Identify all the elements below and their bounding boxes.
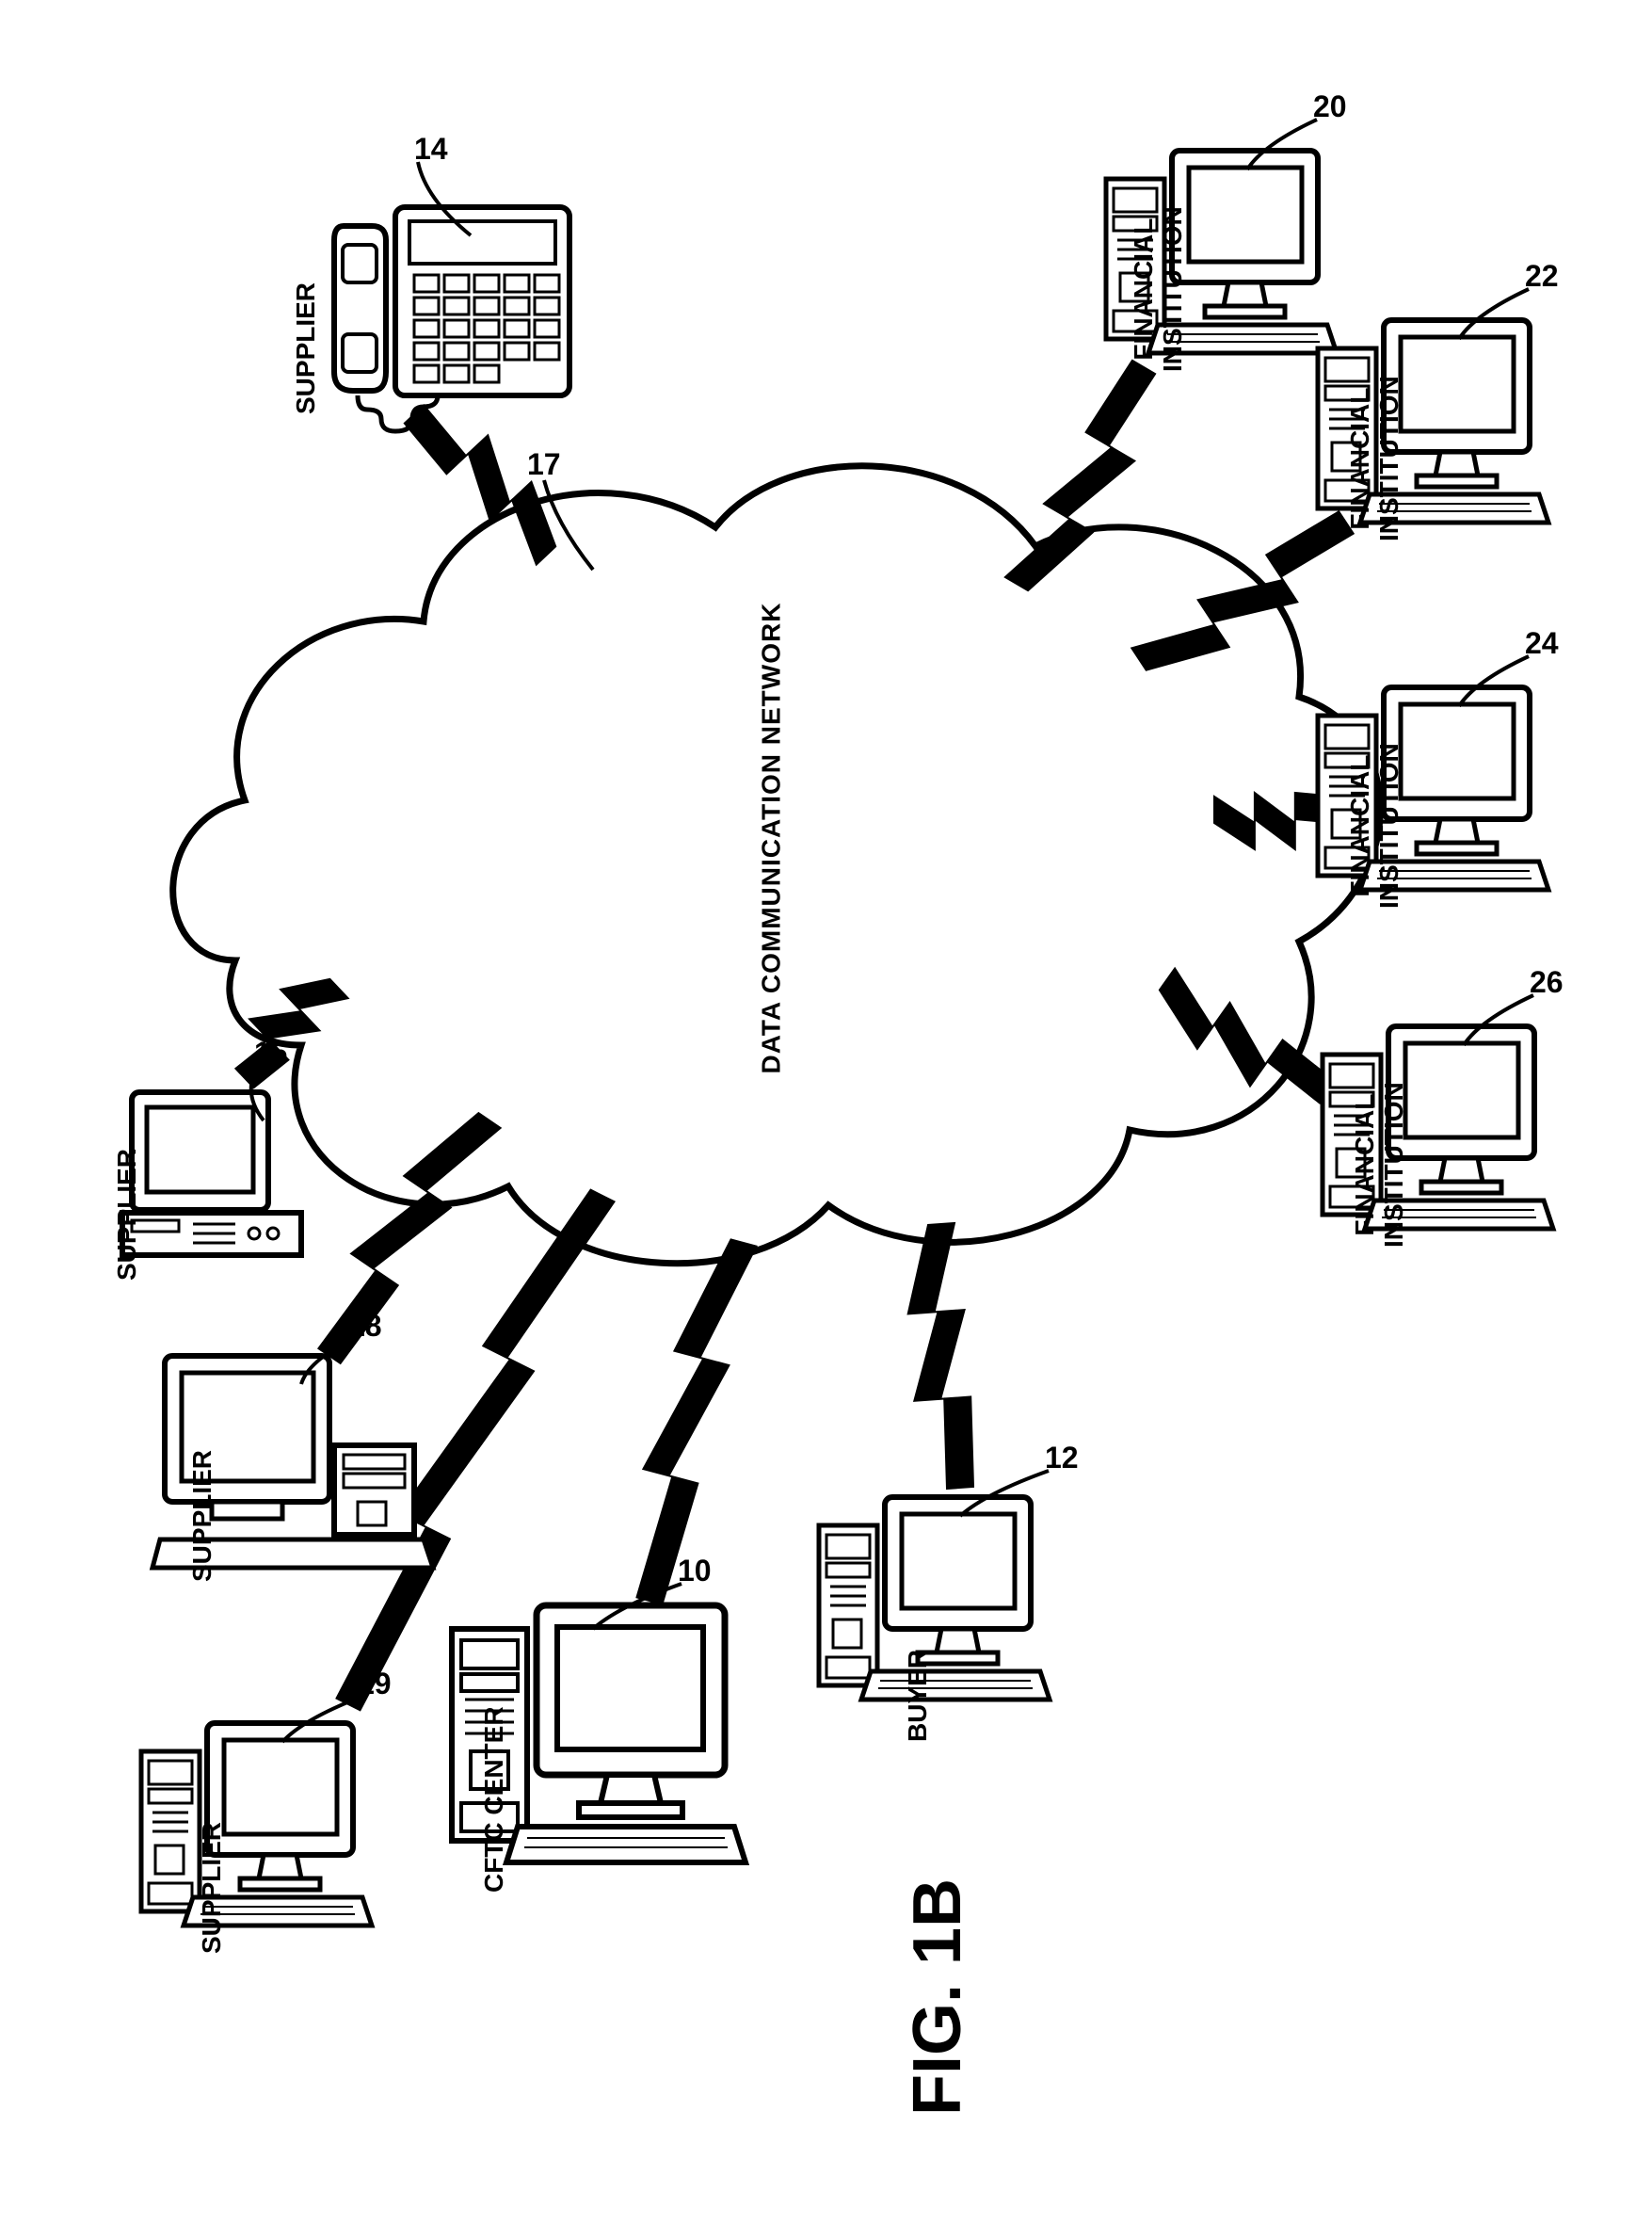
node-ref-supplier-16: 16 xyxy=(254,1036,288,1071)
node-label-supplier-16: SUPPLIER xyxy=(113,1149,142,1281)
node-ref-fi-26: 26 xyxy=(1530,965,1564,1000)
node-ref-supplier-14: 14 xyxy=(414,132,448,167)
figure-label: FIG. 1B xyxy=(899,1878,976,2116)
node-icon-buyer-12 xyxy=(819,1497,1050,1700)
node-label-supplier-19: SUPPLIER xyxy=(198,1822,227,1954)
node-ref-fi-22: 22 xyxy=(1525,259,1559,294)
node-ref-supplier-18: 18 xyxy=(348,1309,382,1344)
node-ref-supplier-19: 19 xyxy=(358,1667,392,1701)
node-ref-fi-24: 24 xyxy=(1525,626,1559,661)
node-icon-supplier-16 xyxy=(122,1092,301,1255)
node-label-cftc-10: CFTC CENTER xyxy=(480,1706,509,1893)
cloud-ref: 17 xyxy=(527,447,561,482)
node-label-buyer-12: BUYER xyxy=(904,1650,933,1742)
node-ref-buyer-12: 12 xyxy=(1045,1441,1079,1475)
connector-cftc-10 xyxy=(637,1239,757,1604)
node-icon-supplier-14 xyxy=(334,207,569,431)
node-label-supplier-18: SUPPLIER xyxy=(188,1450,217,1582)
node-ref-cftc-10: 10 xyxy=(678,1554,712,1588)
node-ref-fi-20: 20 xyxy=(1313,89,1347,124)
node-label-supplier-14: SUPPLIER xyxy=(292,282,321,414)
connector-buyer-12 xyxy=(908,1223,973,1489)
node-label-fi-20: FINANCIAL INSTITUTION xyxy=(1130,206,1188,372)
cloud-label: DATA COMMUNICATION NETWORK xyxy=(758,603,787,1074)
node-label-fi-24: FINANCIAL INSTITUTION xyxy=(1346,743,1404,909)
node-icon-supplier-19 xyxy=(141,1723,372,1926)
node-label-fi-22: FINANCIAL INSTITUTION xyxy=(1346,376,1404,541)
node-label-fi-26: FINANCIAL INSTITUTION xyxy=(1351,1082,1409,1248)
